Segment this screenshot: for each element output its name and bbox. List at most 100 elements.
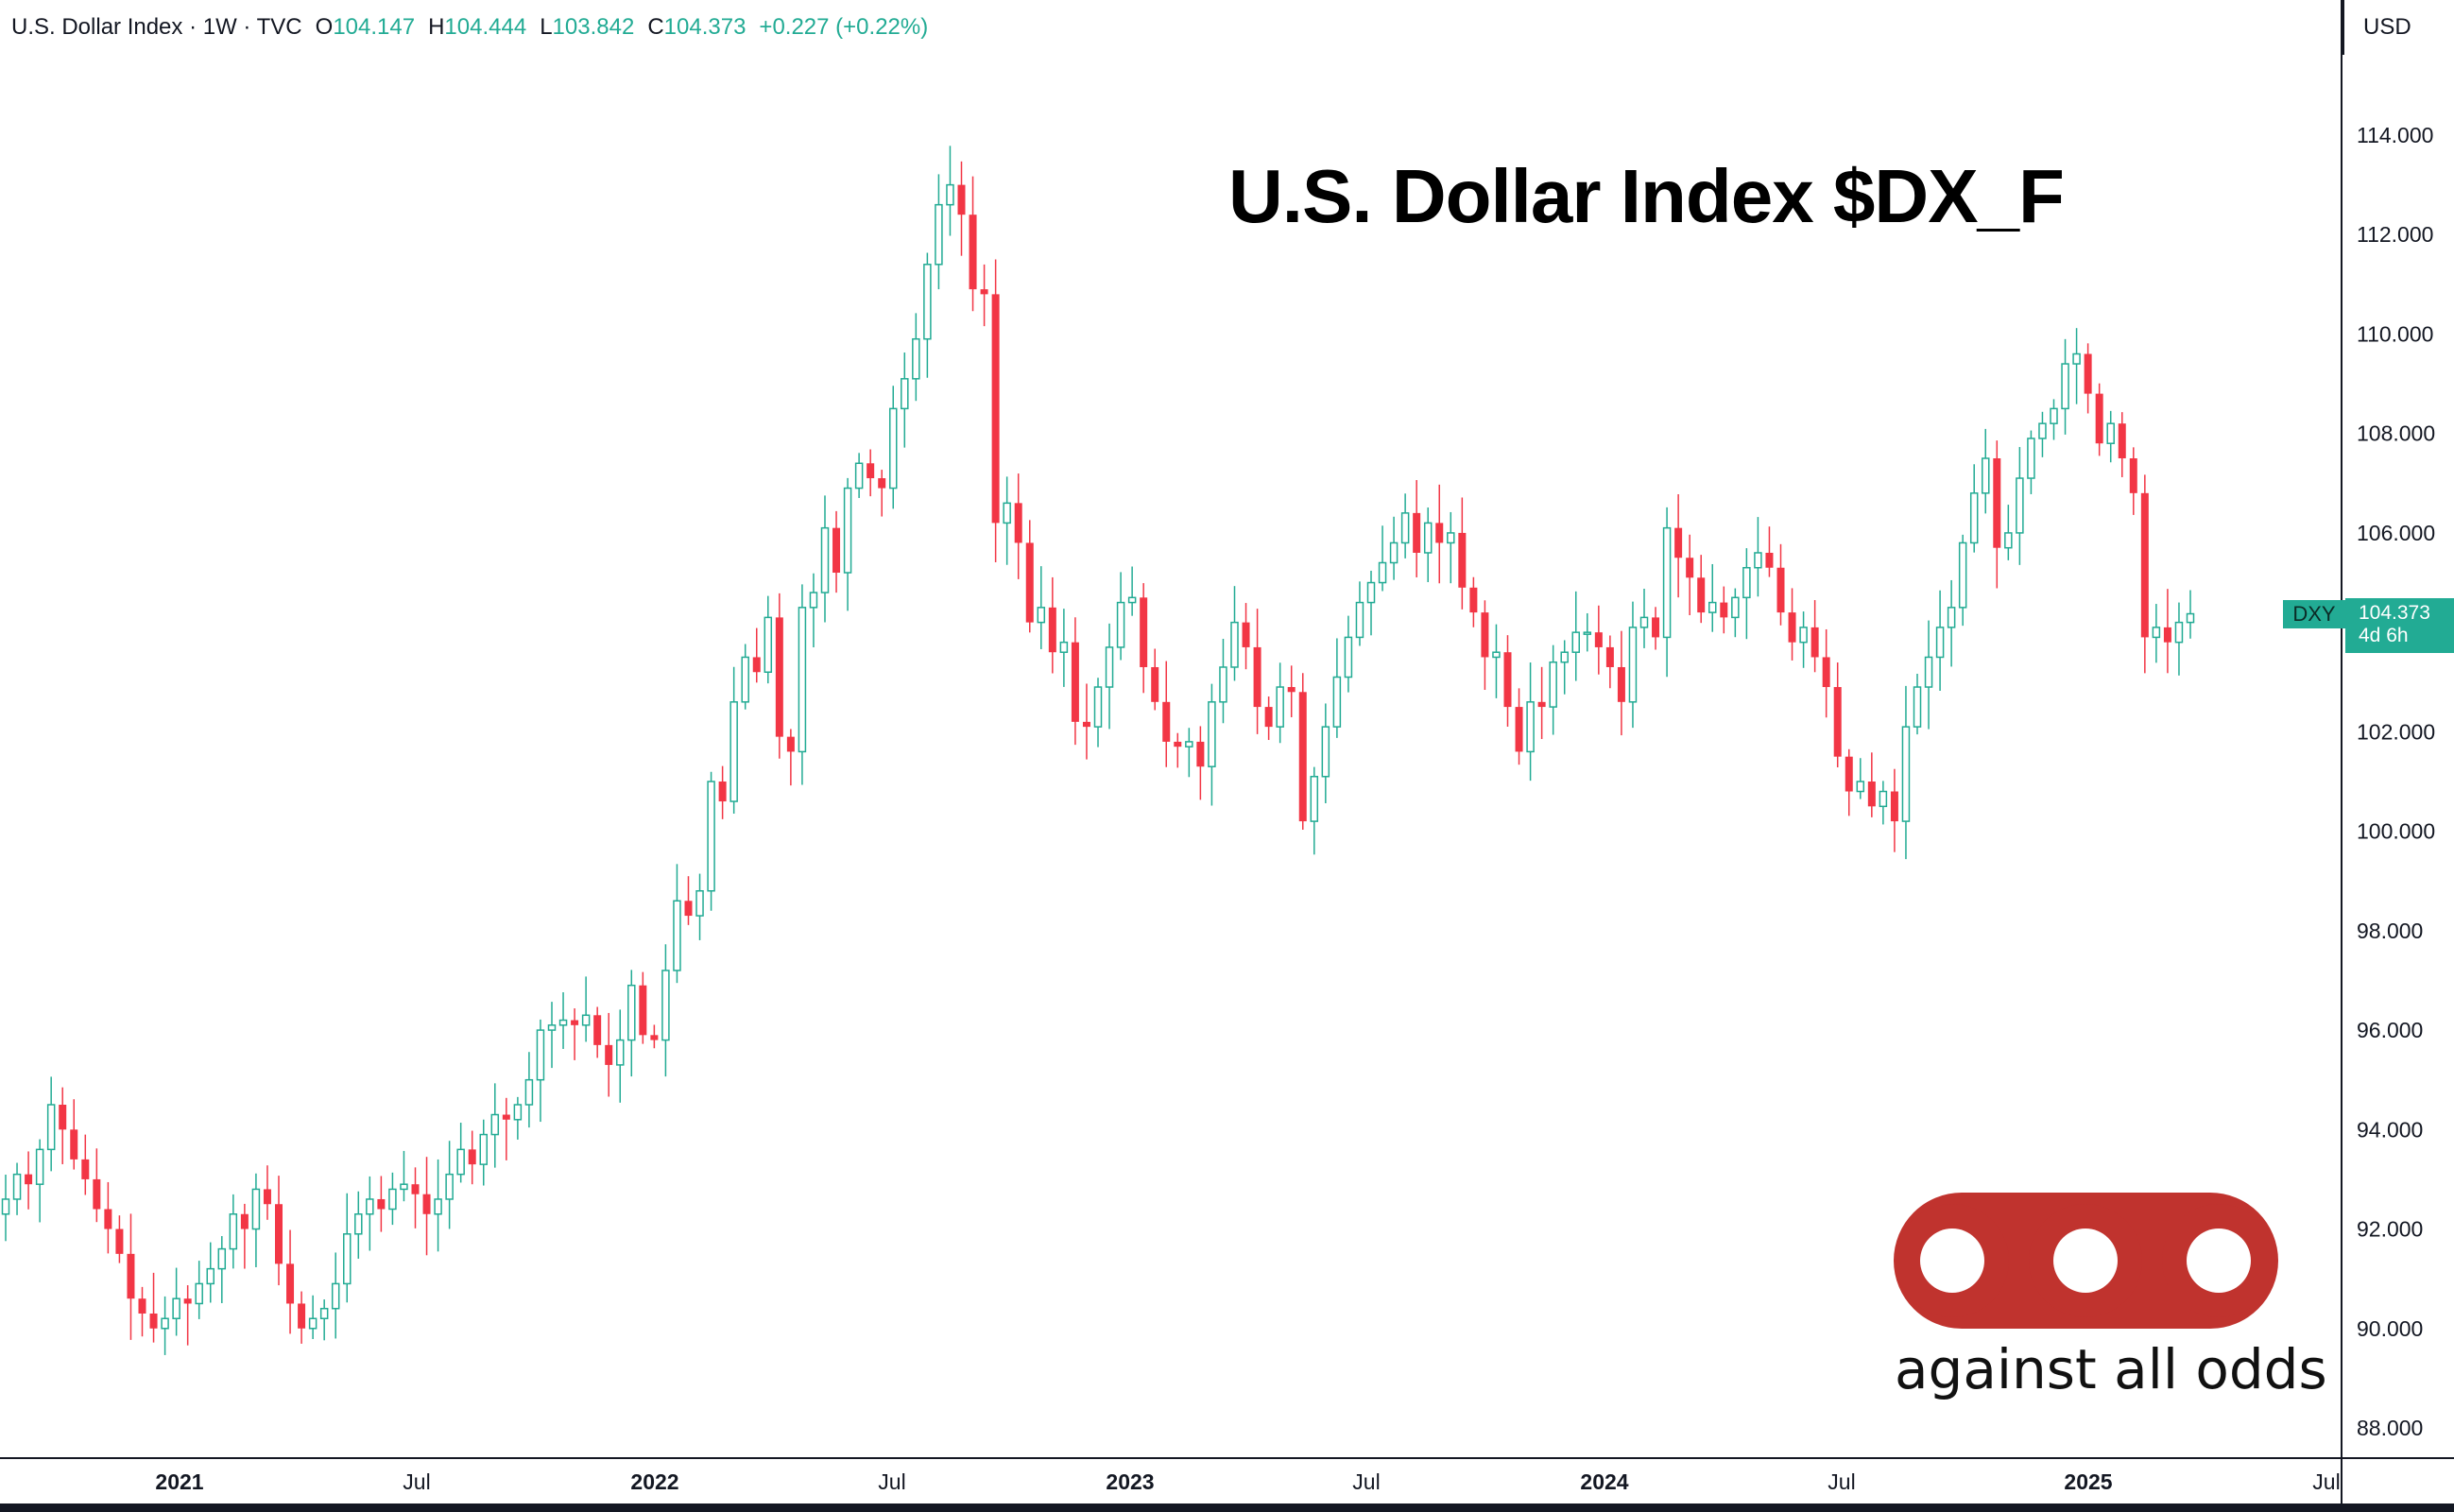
candle: [1935, 590, 1945, 692]
candle-body: [1492, 651, 1501, 659]
close-label: C: [647, 14, 664, 40]
candle: [571, 1008, 579, 1060]
candle-body: [35, 1148, 44, 1185]
candle-body: [741, 656, 749, 703]
overlay-title: U.S. Dollar Index $DX_F: [1228, 154, 2065, 238]
candle-body: [627, 984, 636, 1041]
candle-body: [1639, 616, 1649, 628]
candle-body: [1924, 656, 1933, 688]
logo-hole: [2187, 1228, 2251, 1293]
candle-body: [319, 1307, 329, 1319]
candle-body: [172, 1297, 180, 1319]
candles-layer: [1, 146, 2195, 1355]
candle-body: [479, 1133, 488, 1165]
candle: [1310, 766, 1319, 855]
y-tick-label: 90.000: [2357, 1316, 2423, 1341]
candle: [206, 1242, 215, 1303]
candle: [1458, 497, 1467, 610]
x-tick-label: 2023: [1106, 1469, 1154, 1494]
candle-body: [59, 1105, 67, 1130]
candle-body: [1071, 642, 1079, 722]
candle-body: [1014, 503, 1022, 543]
x-tick-label: Jul: [403, 1469, 430, 1494]
candle: [1754, 517, 1762, 597]
candle: [1378, 525, 1387, 592]
candle-body: [1105, 646, 1114, 688]
candle-body: [1890, 791, 1898, 822]
candle: [1560, 640, 1569, 695]
candle-body: [684, 901, 693, 917]
candle: [1014, 473, 1022, 579]
candle: [1298, 673, 1307, 830]
symbol-price-tag: DXY: [2283, 600, 2345, 628]
y-tick-label: 88.000: [2357, 1416, 2423, 1440]
candle-body: [1310, 775, 1319, 822]
candle: [1605, 635, 1614, 689]
candle: [46, 1076, 56, 1172]
candle-body: [1366, 581, 1376, 604]
candle: [1219, 639, 1227, 724]
candle: [2174, 602, 2184, 676]
candle: [183, 1285, 192, 1346]
candle-body: [127, 1253, 135, 1299]
candle-body: [729, 701, 738, 802]
candle: [1628, 601, 1638, 729]
candle-body: [513, 1104, 523, 1121]
candle: [2016, 447, 2024, 565]
candle: [1321, 703, 1330, 804]
candle-body: [673, 900, 681, 971]
candle: [411, 1167, 420, 1228]
candle-body: [1652, 617, 1660, 638]
candle: [1515, 688, 1523, 765]
candle: [1140, 583, 1148, 694]
low-value: 103.842: [552, 14, 635, 40]
candle-body: [843, 487, 852, 574]
candle: [1788, 588, 1796, 661]
candle-body: [195, 1282, 203, 1305]
y-tick-label: 108.000: [2357, 421, 2435, 446]
candle: [1662, 507, 1672, 678]
currency-button[interactable]: USD: [2342, 0, 2454, 55]
candle-body: [206, 1267, 215, 1285]
candle: [752, 627, 761, 683]
candle-body: [2084, 353, 2092, 394]
candle: [718, 765, 727, 819]
candle-body: [275, 1204, 283, 1264]
logo-hole: [2053, 1228, 2118, 1293]
candle-body: [161, 1317, 169, 1330]
candle: [1151, 648, 1159, 711]
candle: [524, 1052, 534, 1128]
candle: [331, 1252, 340, 1339]
candle-body: [593, 1015, 602, 1045]
candle-body: [12, 1173, 22, 1200]
candle: [991, 259, 1000, 562]
candle-body: [25, 1174, 33, 1185]
y-tick-label: 102.000: [2357, 719, 2435, 744]
y-tick-label: 110.000: [2357, 321, 2433, 346]
candle-body: [1947, 607, 1956, 628]
candle-body: [2174, 621, 2184, 644]
candle: [695, 873, 704, 940]
candle: [2140, 474, 2149, 674]
candle: [366, 1176, 374, 1251]
candle-body: [923, 264, 932, 340]
candle-body: [183, 1298, 192, 1304]
candle: [889, 386, 898, 509]
candle-body: [1185, 741, 1193, 747]
candle-body: [1879, 790, 1888, 808]
candle-body: [1196, 741, 1205, 767]
candle: [1526, 662, 1535, 782]
candle-body: [581, 1014, 591, 1026]
candle-body: [1140, 597, 1148, 667]
candle: [673, 864, 681, 984]
candle: [1185, 728, 1193, 778]
candle-body: [1003, 502, 1011, 524]
candle-body: [93, 1178, 101, 1210]
candle-body: [1731, 596, 1740, 619]
candle-body: [605, 1044, 613, 1065]
candle: [2186, 590, 2195, 639]
candle-body: [1720, 602, 1728, 618]
